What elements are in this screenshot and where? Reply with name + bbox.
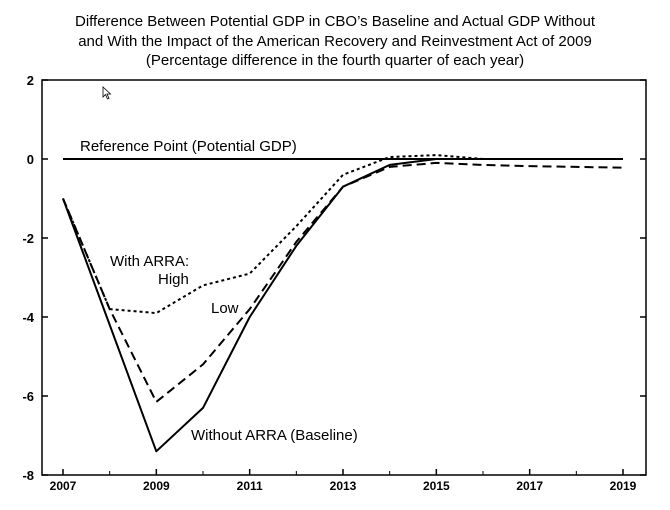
plot-frame: [41, 79, 647, 476]
y-axis: 2 0 -2 -4 -6 -8: [22, 73, 646, 483]
mouse-cursor-icon: [102, 86, 112, 100]
title-line-3: (Percentage difference in the fourth qua…: [145, 52, 525, 69]
x-tick-label: 2007: [50, 479, 77, 493]
series-line-baseline: [62, 158, 483, 453]
x-tick-label: 2009: [143, 479, 170, 493]
x-tick-label: 2017: [516, 479, 543, 493]
x-tick-label: 2011: [237, 479, 263, 493]
x-tick-label: 2013: [330, 479, 357, 493]
label-with-arra: With ARRA:: [110, 253, 189, 270]
y-tick-label: -4: [22, 310, 34, 325]
chart-title: Difference Between Potential GDP in CBO’…: [0, 12, 670, 71]
label-without-arra: Without ARRA (Baseline): [191, 427, 358, 444]
label-low: Low: [211, 300, 239, 317]
y-tick-label: -6: [22, 389, 34, 404]
x-tick-label: 2019: [610, 479, 637, 493]
series-line-low: [62, 161, 624, 403]
title-line-2: and With the Impact of the American Reco…: [78, 32, 592, 50]
y-tick-label: -8: [22, 468, 34, 483]
y-tick-label: 0: [27, 152, 34, 167]
reference-line-label: Reference Point (Potential GDP): [80, 138, 297, 155]
x-tick-label: 2015: [423, 479, 450, 493]
title-line-1: Difference Between Potential GDP in CBO’…: [74, 13, 595, 30]
series-line-high: [62, 154, 530, 315]
y-tick-label: -2: [22, 231, 34, 246]
label-high: High: [158, 271, 189, 288]
x-axis: 2007 2009 2011 2013 2015 2017 2019: [50, 469, 637, 493]
series-lines: [62, 154, 624, 453]
y-tick-label: 2: [27, 73, 34, 88]
